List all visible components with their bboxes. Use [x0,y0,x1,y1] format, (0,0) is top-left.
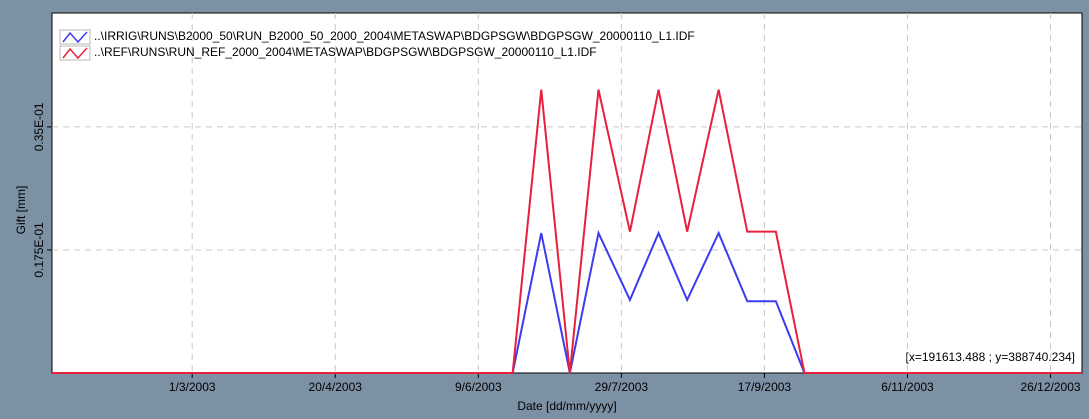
y-tick-label: 0.35E-01 [32,102,46,151]
legend-swatch-box [59,45,91,61]
x-tick-label: 29/7/2003 [595,380,649,394]
legend-label: ..\IRRIG\RUNS\B2000_50\RUN_B2000_50_2000… [94,29,695,43]
annotation: [x=191613.488 ; y=388740.234] [906,350,1075,364]
legend-swatch-box [59,29,91,45]
x-tick-label: 17/9/2003 [738,380,792,394]
plot-area [51,12,1083,374]
legend-swatch [62,31,88,44]
x-tick-label: 20/4/2003 [309,380,363,394]
x-tick-label: 26/12/2003 [1020,380,1080,394]
legend-label: ..\REF\RUNS\RUN_REF_2000_2004\METASWAP\B… [94,45,597,59]
x-axis-title: Date [dd/mm/yyyy] [517,399,616,413]
y-axis-title: Gift [mm] [14,186,28,235]
y-tick-label: 0.175E-01 [32,222,46,278]
x-tick-label: 9/6/2003 [455,380,502,394]
series-line [52,229,1082,374]
x-tick-label: 1/3/2003 [169,380,216,394]
x-tick-label: 6/11/2003 [881,380,934,394]
legend-swatch [62,47,88,60]
series-line [52,89,1082,374]
